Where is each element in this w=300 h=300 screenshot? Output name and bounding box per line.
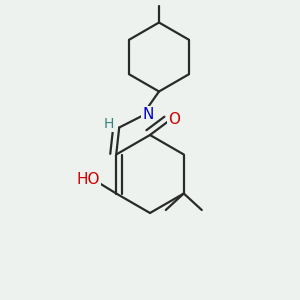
Text: O: O xyxy=(168,112,180,128)
Text: HO: HO xyxy=(76,172,100,187)
Text: N: N xyxy=(142,107,153,122)
Text: H: H xyxy=(103,117,114,131)
